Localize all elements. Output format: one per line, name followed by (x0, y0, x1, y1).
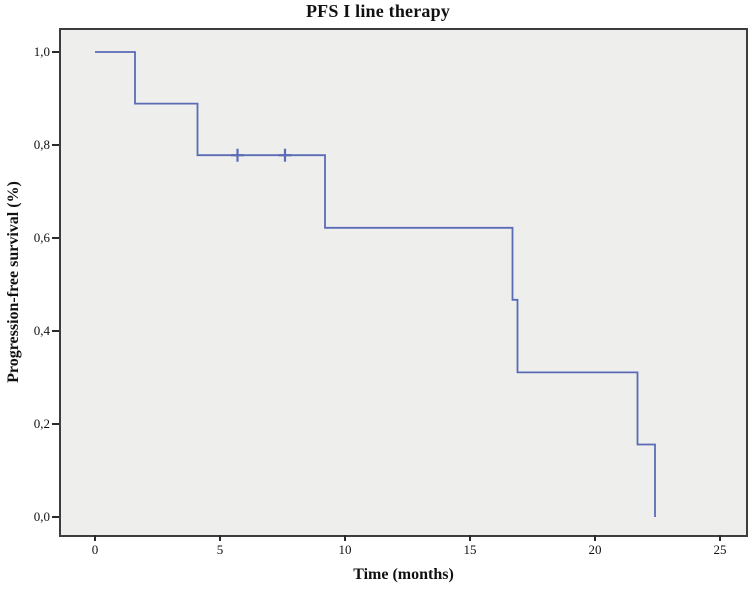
x-tick-label: 5 (216, 542, 224, 557)
y-tick-label: 0,6 (33, 229, 50, 245)
x-tick-mark (719, 535, 721, 541)
censor-plus-mark (278, 148, 292, 162)
x-axis-title: Time (months) (353, 566, 454, 583)
y-tick-label: 0,2 (33, 416, 50, 431)
y-tick-mark (52, 50, 59, 53)
y-tick-label: 0,4 (33, 323, 50, 338)
x-tick-label: 15 (463, 542, 477, 557)
x-tick-label: 0 (91, 542, 99, 557)
x-tick-label: 20 (588, 542, 602, 557)
chart-title: PFS I line therapy (305, 1, 451, 21)
y-tick-mark (52, 516, 59, 518)
y-tick-label: 0,0 (33, 509, 50, 524)
y-tick-mark (52, 236, 59, 239)
y-tick-mark (52, 423, 59, 425)
y-tick-mark (52, 143, 59, 146)
y-tick-mark (52, 330, 59, 332)
km-step-line (95, 51, 656, 517)
y-axis-title: Progression-free survival (%) (5, 181, 22, 383)
x-tick-mark (344, 535, 346, 541)
x-tick-mark (94, 535, 96, 541)
censor-plus-mark (231, 148, 244, 162)
y-tick-label: 0,8 (33, 136, 50, 152)
x-tick-mark (219, 535, 221, 541)
x-tick-label: 25 (713, 542, 727, 557)
x-tick-mark (594, 535, 596, 541)
x-tick-mark (469, 535, 471, 541)
x-tick-label: 10 (338, 542, 352, 557)
plot-area (59, 28, 748, 537)
y-tick-label: 1,0 (33, 43, 50, 59)
survival-curve-canvas (95, 51, 656, 517)
